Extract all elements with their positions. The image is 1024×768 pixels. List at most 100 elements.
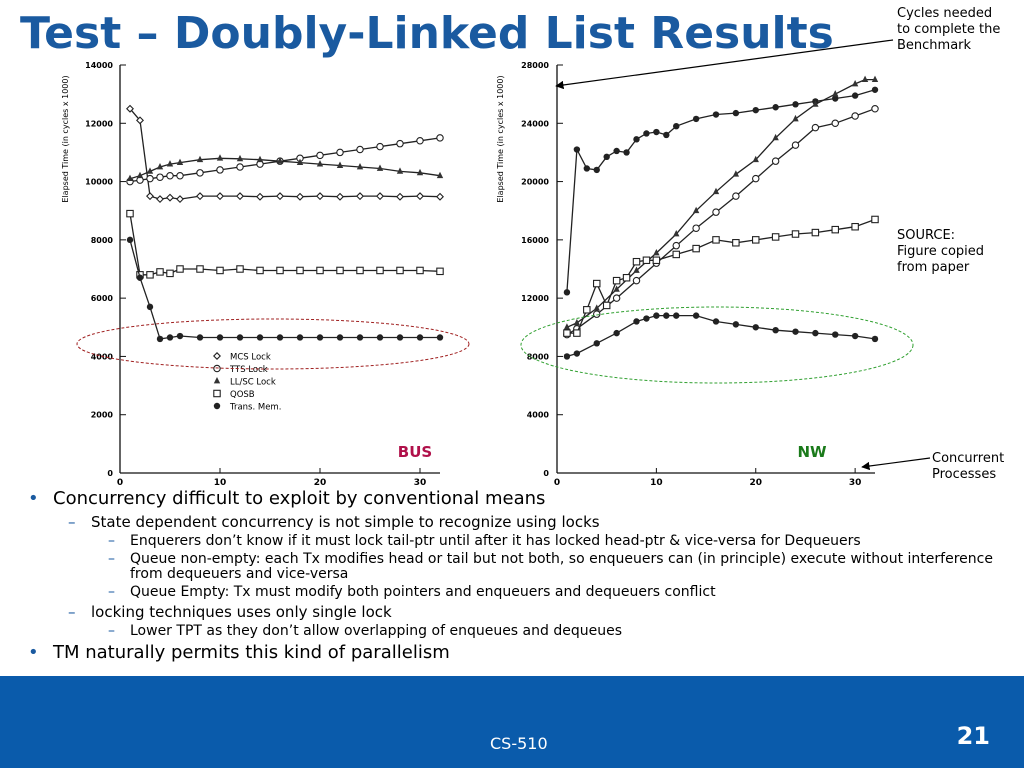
data-point [692,224,700,232]
legend-marker [213,389,221,398]
x-tick-label: 20 [314,478,327,488]
data-point [563,323,571,330]
data-point [851,92,859,99]
data-point [256,334,264,341]
data-point [751,174,760,183]
data-point [613,285,620,292]
y-axis-label: Elapsed Time (in cycles x 1000) [61,75,70,202]
data-point [871,335,879,343]
data-point [416,192,424,201]
chart-bus: 0 2000 4000 6000 8000 10000 12000 14000 0 10 20 30 E… [61,61,444,488]
data-point [613,147,620,155]
data-point [643,315,650,322]
y-axis-label: Elapsed Time (in cycles x 1000) [496,75,505,202]
bullet-level-3: Enquerers don’t know if it must lock tai… [28,534,1008,550]
bullet-level-3: Queue non-empty: each Tx modifies head o… [28,552,1008,582]
chart-nw: 0 4000 8000 12000 16000 20000 24000 28000 0 10 20 3… [496,61,879,488]
data-point [376,334,384,341]
series-qosb [126,209,444,279]
data-point [156,163,164,170]
arrow-concurrent [861,457,931,471]
data-point [416,168,424,176]
data-point [176,332,184,340]
chart-tag-bus: BUS [398,443,432,461]
data-point [732,170,740,177]
data-point [792,101,799,108]
data-point [871,215,879,224]
highlight-ellipse-nw [520,306,914,384]
data-point [296,334,304,341]
data-point [643,130,650,137]
x-tick-label: 10 [650,478,663,488]
highlight-ellipse-bus [76,318,470,370]
data-point [256,155,264,163]
data-point [632,257,641,266]
data-point [236,192,244,201]
series-trans-mem- [126,236,444,343]
data-point [632,276,641,285]
data-point [156,335,164,343]
data-point [831,225,839,234]
series-line [129,108,441,200]
bullet-level-1: Concurrency difficult to exploit by conv… [28,488,1008,510]
legend-entry: MCS Lock [230,353,271,363]
data-point [236,265,244,273]
data-point [712,187,720,195]
data-point [752,106,759,114]
note-concurrent-line-1: Concurrent [932,451,1005,466]
data-point [276,266,284,275]
data-point [573,329,581,337]
data-point [592,279,601,288]
data-point [712,111,720,118]
data-point [436,192,444,201]
note-source-line-3: from paper [897,260,970,275]
series-tts-lock [126,134,444,186]
x-tick-label: 0 [554,478,560,488]
data-point [712,208,720,216]
data-point [176,265,184,273]
data-point [336,334,344,341]
y-tick-label: 2000 [91,411,114,420]
data-point [146,167,154,174]
data-point [592,310,601,318]
data-point [376,164,384,171]
data-point [811,123,820,132]
data-point [166,269,174,278]
bullet-level-3: Queue Empty: Tx must modify both pointer… [28,585,1008,601]
data-point [563,329,571,337]
data-point [653,312,660,319]
series-qosb [563,215,879,337]
data-point [663,312,670,319]
data-point [583,306,591,314]
note-source-line-1: SOURCE: [897,228,956,243]
data-point [176,171,184,180]
legend-marker [213,364,221,373]
data-point [732,239,740,247]
data-point [126,236,134,244]
bullet-list: Concurrency difficult to exploit by conv… [28,488,1008,667]
legend-marker [213,402,221,410]
page-number: 21 [956,722,990,750]
bullet-level-3: Lower TPT as they don’t allow overlappin… [28,624,1008,640]
chart-legend: MCS Lock TTS Lock LL/SC Lock QOSB Trans. Mem… [213,352,281,413]
data-point [166,334,174,341]
data-point [732,321,740,328]
data-point [633,318,640,325]
data-point [416,334,424,341]
data-point [216,166,224,174]
data-point [692,115,700,123]
data-point [772,104,779,111]
bullet-level-2: State dependent concurrency is not simpl… [28,513,1008,531]
data-point [416,266,424,275]
series-line [566,314,876,358]
bullet-level-1: TM naturally permits this kind of parall… [28,642,1008,664]
data-point [356,192,364,201]
data-point [436,171,444,179]
data-point [673,312,680,319]
data-point [216,154,224,161]
series-line [566,218,876,334]
data-point [791,141,800,149]
data-point [376,142,384,151]
data-point [136,116,144,125]
data-point [573,146,581,153]
